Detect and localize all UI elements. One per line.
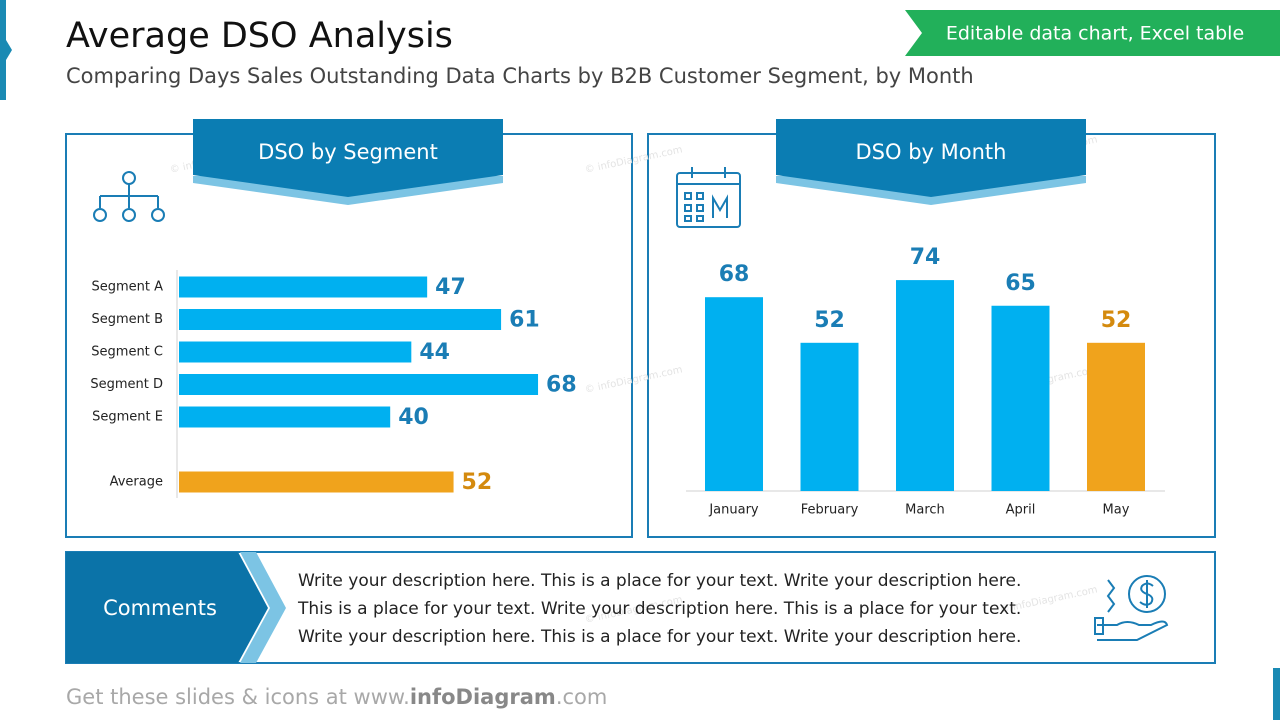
comment-line: This is a place for your text. Write you… bbox=[297, 599, 1021, 619]
comment-line: Write your description here. This is a p… bbox=[298, 627, 1021, 647]
bar bbox=[179, 471, 454, 493]
chart-tab bbox=[776, 119, 1086, 197]
value-label: 52 bbox=[462, 470, 493, 495]
accent-bar bbox=[0, 0, 6, 100]
x-tick-label: February bbox=[801, 503, 859, 518]
x-tick-label: May bbox=[1103, 503, 1130, 518]
y-tick-label: Segment A bbox=[91, 280, 163, 295]
value-label: 40 bbox=[398, 405, 429, 430]
bar bbox=[179, 276, 428, 298]
y-tick-label: Segment E bbox=[92, 410, 163, 425]
watermark: © infoDiagram.com bbox=[584, 144, 684, 175]
value-label: 52 bbox=[1101, 308, 1132, 333]
calendar-icon bbox=[676, 167, 741, 228]
comment-line: Write your description here. This is a p… bbox=[298, 571, 1021, 591]
comments-tab bbox=[66, 552, 268, 663]
footer-brand: infoDiagram bbox=[410, 685, 556, 709]
corner-bar bbox=[1273, 668, 1280, 720]
bar bbox=[179, 309, 502, 330]
subtitle: Comparing Days Sales Outstanding Data Ch… bbox=[66, 64, 974, 88]
y-tick-label: Segment C bbox=[91, 345, 163, 360]
value-label: 68 bbox=[719, 262, 750, 287]
value-label: 68 bbox=[546, 373, 577, 398]
bar bbox=[1087, 342, 1145, 491]
bar bbox=[179, 374, 539, 395]
bar bbox=[705, 297, 763, 491]
chart-title: DSO by Month bbox=[856, 140, 1007, 164]
footer: Get these slides & icons at www.infoDiag… bbox=[66, 685, 607, 709]
y-tick-label: Average bbox=[110, 475, 163, 490]
accent-arrow bbox=[6, 40, 12, 60]
value-label: 44 bbox=[419, 340, 450, 365]
value-label: 47 bbox=[435, 275, 466, 300]
badge-text: Editable data chart, Excel table bbox=[946, 23, 1244, 45]
bar bbox=[800, 342, 859, 491]
y-tick-label: Segment D bbox=[90, 377, 163, 392]
watermark: © infoDiagram.com bbox=[584, 364, 684, 395]
footer-suffix: .com bbox=[556, 685, 608, 709]
x-tick-label: January bbox=[708, 503, 759, 518]
title: Average DSO Analysis bbox=[66, 16, 453, 56]
value-label: 52 bbox=[814, 308, 845, 333]
value-label: 61 bbox=[509, 308, 540, 333]
bar bbox=[991, 305, 1050, 491]
bar bbox=[179, 341, 412, 363]
x-tick-label: March bbox=[905, 503, 945, 518]
x-tick-label: April bbox=[1006, 503, 1036, 518]
comments-label: Comments bbox=[103, 596, 217, 620]
value-label: 74 bbox=[910, 245, 941, 270]
bar bbox=[179, 406, 391, 428]
value-label: 65 bbox=[1005, 271, 1036, 296]
chart-title: DSO by Segment bbox=[258, 140, 438, 164]
hierarchy-icon bbox=[93, 171, 165, 222]
y-tick-label: Segment B bbox=[91, 312, 163, 327]
chevron bbox=[240, 552, 286, 663]
chart-tab bbox=[193, 119, 503, 197]
footer-prefix: Get these slides & icons at www. bbox=[66, 685, 410, 709]
money-icon bbox=[1094, 575, 1169, 641]
bar bbox=[896, 280, 954, 491]
badge bbox=[905, 10, 1280, 56]
